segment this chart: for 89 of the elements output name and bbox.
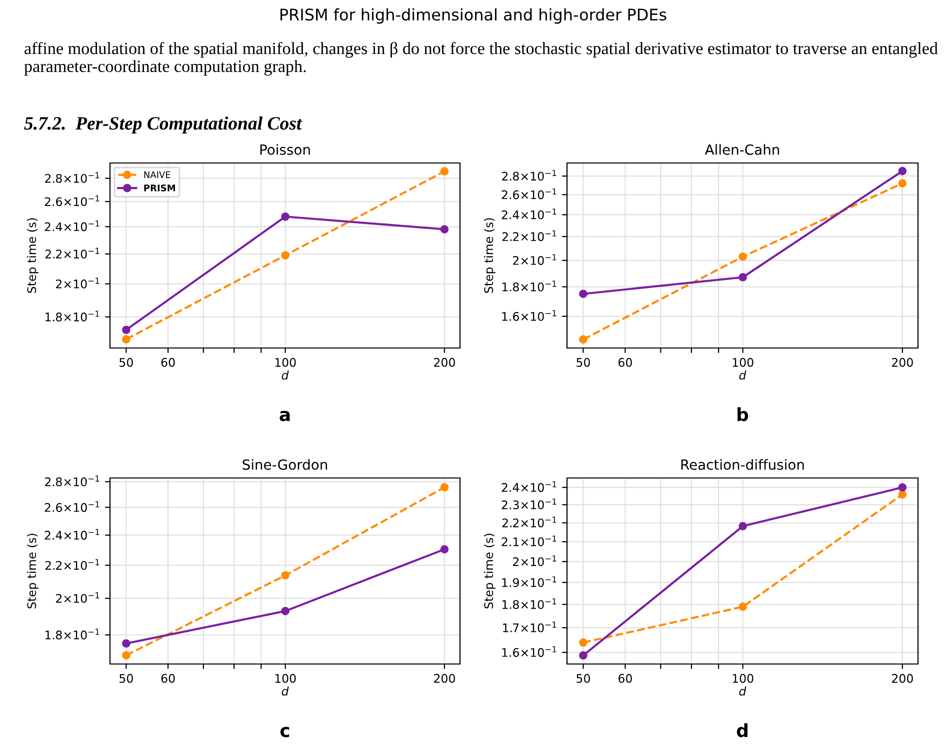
point [281,251,290,260]
point [122,335,130,344]
y-tick-label: 2.2×10$^{−1}$ [45,248,100,259]
text: a [280,410,290,422]
y-axis-title: Step time (s) [26,218,38,293]
x-tick-label: 50 [576,358,590,367]
point [579,651,588,660]
x-tick-label: 100 [275,358,296,367]
point [738,252,747,261]
x-axis-title: d [282,370,289,380]
x-tick-label: 50 [576,674,590,683]
point [898,166,907,176]
x-tick-label: 200 [434,358,455,367]
point [122,326,130,334]
chart-title: Poisson [260,144,310,155]
y-tick-label: 2.3×10$^{−1}$ [502,498,556,510]
point [281,212,290,221]
text: b [738,407,748,422]
y-tick-label: 1.8×10$^{−1}$ [502,280,556,292]
text: 5.7.2. Per-Step Computational Cost [24,116,302,134]
text: PRISM for high-dimensional and high-order PDEs [280,8,666,24]
point [579,335,588,344]
point [122,651,130,660]
y-tick-label: 2.8×10$^{−1}$ [502,170,556,181]
y-tick-label: 2.1×10$^{−1}$ [502,536,556,546]
text: d [736,723,748,738]
legend-label: NAIVE [144,171,170,178]
point [898,490,907,499]
y-tick-label: 2.6×10$^{−1}$ [502,188,556,200]
y-tick-label: 2.6×10$^{−1}$ [44,501,100,512]
point [281,571,290,580]
point [898,179,907,188]
point [738,602,747,611]
y-tick-label: 1.7×10$^{−1}$ [503,622,556,632]
y-tick-label: 2×10$^{−1}$ [56,592,100,603]
x-tick-label: 100 [732,674,754,683]
y-tick-label: 1.6×10$^{−1}$ [502,646,556,657]
y-tick-label: 2.2×10$^{−1}$ [502,230,556,242]
y-tick-label: 2.4×10$^{−1}$ [502,208,556,220]
y-tick-label: 2.4×10$^{−1}$ [44,220,100,232]
y-axis-title: Step time (s) [26,534,38,608]
x-axis-title: d [282,686,289,696]
x-tick-label: 60 [161,358,175,367]
y-tick-label: 2.8×10$^{−1}$ [45,172,100,183]
point [579,290,588,298]
y-tick-label: 2.2×10$^{−1}$ [45,559,100,570]
y-tick-label: 2.4×10$^{−1}$ [44,529,100,540]
chart-title: Reaction-diffusion [681,459,804,470]
y-tick-label: 2.4×10$^{−1}$ [502,481,556,492]
y-tick-label: 1.6×10$^{−1}$ [502,310,556,321]
point [440,483,449,492]
x-tick-label: 60 [161,674,175,683]
x-tick-label: 50 [120,674,133,683]
x-tick-label: 200 [892,674,913,683]
y-axis-title: Step time (s) [484,218,496,293]
y-tick-label: 1.9×10$^{−1}$ [502,576,556,588]
y-tick-label: 2×10$^{−1}$ [513,254,556,265]
x-tick-label: 60 [618,358,632,367]
text: affine modulation of the spatial manifold, changes in β do not force the stochastic spatial derivative estimator to traverse an entangled parameter-coordinate computation graph. [24,42,938,76]
x-tick-label: 60 [618,674,632,683]
y-tick-label: 2×10$^{−1}$ [513,555,556,566]
chart-title: Allen-Cahn [704,144,780,155]
x-axis-title: d [739,370,746,380]
point [898,483,907,492]
point [440,545,449,554]
y-tick-label: 2.8×10$^{−1}$ [45,476,100,486]
legend-label: PRISM [144,184,175,192]
point [579,638,588,647]
y-tick-label: 1.8×10$^{−1}$ [46,628,100,640]
y-axis-title: Step time (s) [484,534,496,608]
y-tick-label: 2.6×10$^{−1}$ [44,195,100,206]
x-tick-label: 200 [434,674,455,683]
x-tick-label: 200 [892,358,913,367]
x-axis-title: d [739,686,746,696]
point [440,225,449,234]
chart-title: Sine-Gordon [242,459,328,470]
x-tick-label: 50 [120,358,133,367]
point [281,606,290,616]
y-tick-label: 1.8×10$^{−1}$ [502,598,556,610]
point [122,639,130,648]
x-tick-label: 100 [732,358,754,367]
text: c [280,726,290,738]
point [440,167,449,176]
y-tick-label: 1.8×10$^{−1}$ [46,310,100,322]
point [738,522,747,530]
point [738,273,747,282]
x-tick-label: 100 [275,674,296,683]
y-tick-label: 2×10$^{−1}$ [56,278,100,288]
y-tick-label: 2.2×10$^{−1}$ [502,516,556,528]
